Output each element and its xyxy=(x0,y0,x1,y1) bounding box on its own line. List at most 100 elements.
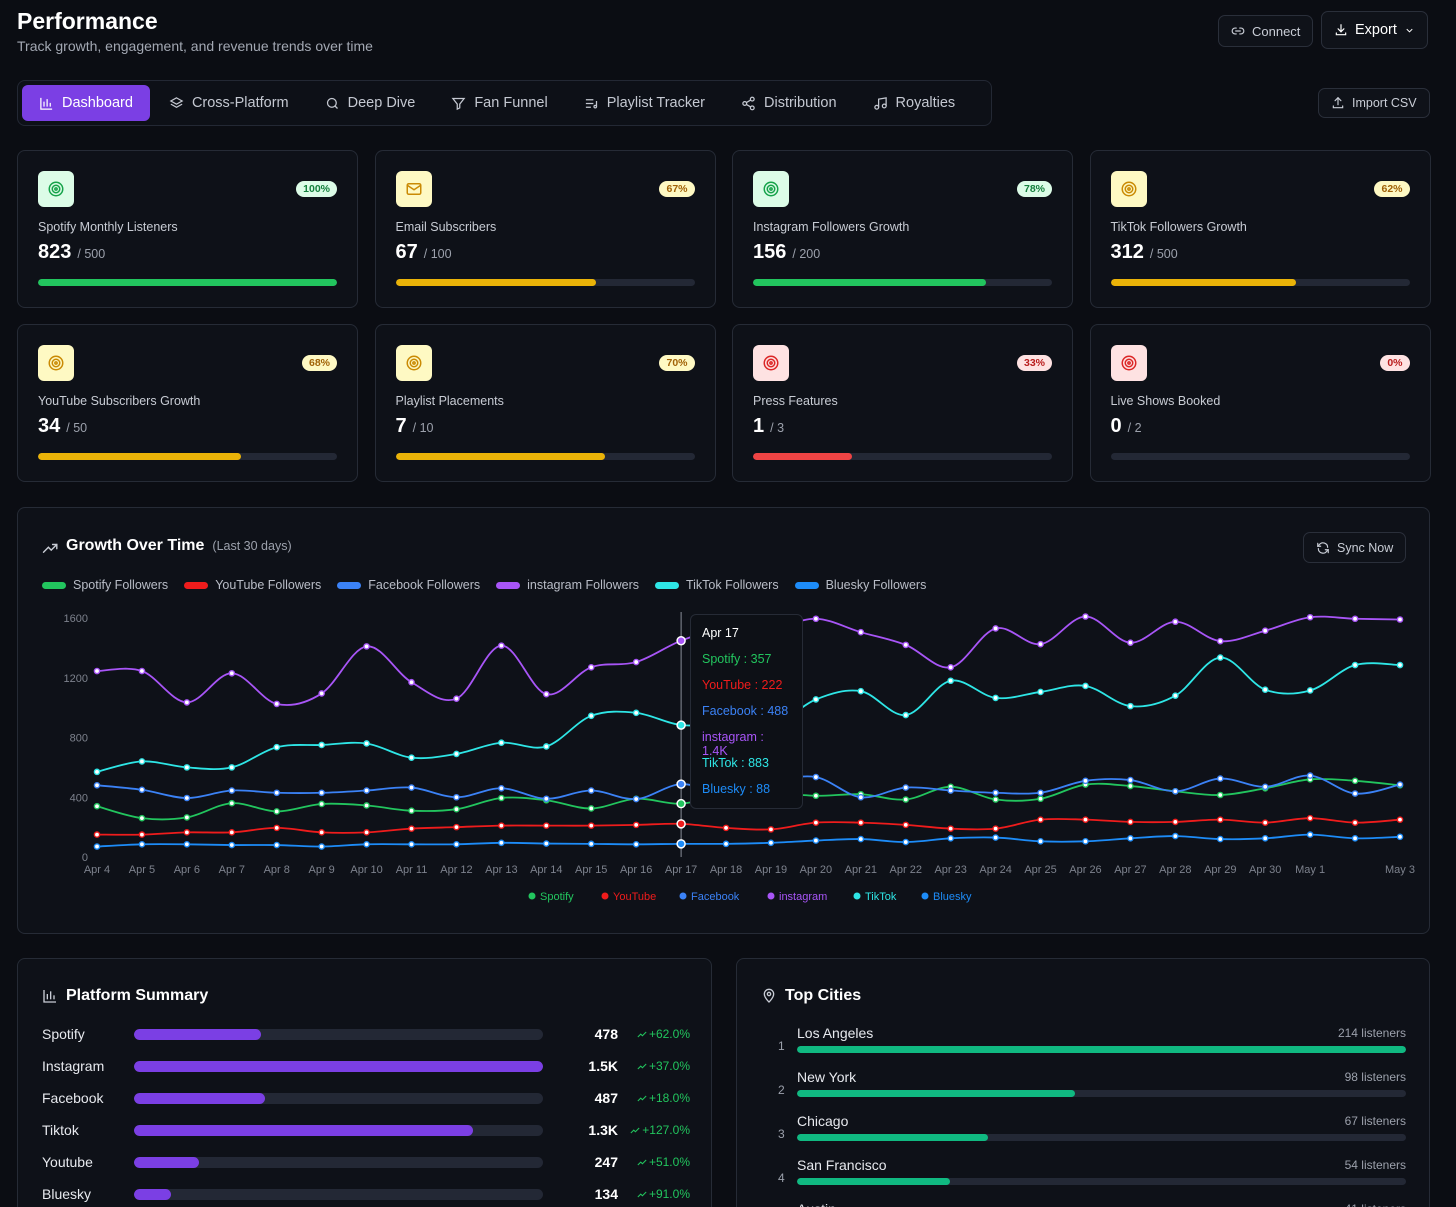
data-point[interactable] xyxy=(992,789,999,797)
data-point[interactable] xyxy=(498,794,505,802)
data-point[interactable] xyxy=(1396,661,1404,669)
tab-royalties[interactable]: Royalties xyxy=(856,85,973,121)
data-point[interactable] xyxy=(363,787,370,794)
data-point[interactable] xyxy=(543,743,550,750)
bottom-legend-item[interactable]: Spotify xyxy=(528,891,575,903)
data-point[interactable] xyxy=(318,741,325,749)
data-point[interactable] xyxy=(318,843,325,850)
data-point[interactable] xyxy=(273,789,281,797)
series-line-youtube[interactable] xyxy=(96,817,1401,836)
data-point[interactable] xyxy=(902,838,910,846)
data-point[interactable] xyxy=(1351,790,1359,797)
data-point[interactable] xyxy=(947,787,954,794)
data-point[interactable] xyxy=(228,764,236,771)
data-point[interactable] xyxy=(587,787,595,794)
data-point[interactable] xyxy=(498,739,505,747)
data-point[interactable] xyxy=(228,787,236,794)
data-point[interactable] xyxy=(857,819,865,826)
data-point[interactable] xyxy=(992,834,999,841)
data-point[interactable] xyxy=(1216,816,1224,823)
data-point[interactable] xyxy=(408,678,415,686)
data-point[interactable] xyxy=(1216,654,1224,661)
data-point[interactable] xyxy=(228,829,236,836)
data-point[interactable] xyxy=(632,658,640,666)
data-point[interactable] xyxy=(812,773,820,781)
data-point[interactable] xyxy=(408,825,415,832)
data-point[interactable] xyxy=(543,822,550,829)
data-point[interactable] xyxy=(498,642,505,649)
data-point[interactable] xyxy=(587,840,595,848)
data-point[interactable] xyxy=(632,709,640,717)
data-point[interactable] xyxy=(1351,661,1359,669)
data-point[interactable] xyxy=(947,825,954,832)
bottom-legend-item[interactable]: YouTube xyxy=(601,891,657,903)
data-point[interactable] xyxy=(1396,833,1404,841)
data-point[interactable] xyxy=(453,841,460,848)
growth-line-chart[interactable]: 0 400 800 1200 1600 Apr 4 Apr 5 Apr 6 Apr 7 Apr 8… xyxy=(0,0,1456,934)
data-point[interactable] xyxy=(1037,838,1044,845)
data-point[interactable] xyxy=(363,841,370,848)
data-point[interactable] xyxy=(453,793,460,801)
data-point[interactable] xyxy=(93,802,101,810)
data-point[interactable] xyxy=(857,793,865,801)
bottom-legend-item[interactable]: Facebook xyxy=(679,891,740,903)
data-point[interactable] xyxy=(1127,776,1134,784)
data-point[interactable] xyxy=(1396,781,1404,788)
data-point[interactable] xyxy=(1261,627,1269,634)
data-point[interactable] xyxy=(363,643,370,650)
data-point[interactable] xyxy=(632,821,640,829)
data-point[interactable] xyxy=(676,819,686,829)
data-point[interactable] xyxy=(1082,613,1089,620)
export-button[interactable]: Export xyxy=(1321,11,1428,49)
data-point[interactable] xyxy=(93,768,101,776)
data-point[interactable] xyxy=(138,667,146,675)
data-point[interactable] xyxy=(453,823,460,831)
data-point[interactable] xyxy=(1127,835,1134,842)
data-point[interactable] xyxy=(1037,688,1044,696)
data-point[interactable] xyxy=(183,794,191,802)
data-point[interactable] xyxy=(363,802,370,809)
data-point[interactable] xyxy=(857,628,865,636)
data-point[interactable] xyxy=(363,740,370,747)
data-point[interactable] xyxy=(273,743,281,751)
data-point[interactable] xyxy=(498,784,505,792)
data-point[interactable] xyxy=(93,667,101,675)
data-point[interactable] xyxy=(183,699,191,706)
data-point[interactable] xyxy=(228,841,236,849)
legend-item[interactable]: instagram Followers xyxy=(496,578,639,592)
data-point[interactable] xyxy=(767,839,775,847)
data-point[interactable] xyxy=(408,841,415,848)
data-point[interactable] xyxy=(947,663,954,671)
legend-item[interactable]: TikTok Followers xyxy=(654,578,779,592)
data-point[interactable] xyxy=(1082,777,1089,785)
data-point[interactable] xyxy=(1351,819,1359,826)
data-point[interactable] xyxy=(1037,640,1044,648)
data-point[interactable] xyxy=(453,695,460,702)
data-point[interactable] xyxy=(318,829,325,836)
data-point[interactable] xyxy=(632,795,640,803)
legend-item[interactable]: Facebook Followers xyxy=(337,578,480,592)
tab-distribution[interactable]: Distribution xyxy=(724,85,854,121)
data-point[interactable] xyxy=(183,764,191,771)
data-point[interactable] xyxy=(676,635,686,646)
data-point[interactable] xyxy=(1396,816,1404,823)
data-point[interactable] xyxy=(722,840,730,848)
tab-fan-funnel[interactable]: Fan Funnel xyxy=(434,85,564,121)
data-point[interactable] xyxy=(1216,835,1224,843)
connect-button[interactable]: Connect xyxy=(1218,15,1314,47)
data-point[interactable] xyxy=(632,841,640,848)
data-point[interactable] xyxy=(1351,835,1359,842)
data-point[interactable] xyxy=(587,663,595,671)
data-point[interactable] xyxy=(676,779,686,789)
data-point[interactable] xyxy=(1127,782,1134,790)
legend-item[interactable]: Spotify Followers xyxy=(42,578,168,592)
data-point[interactable] xyxy=(992,796,999,803)
data-point[interactable] xyxy=(318,789,325,797)
bottom-legend-item[interactable]: Bluesky xyxy=(921,891,973,903)
data-point[interactable] xyxy=(676,720,686,730)
data-point[interactable] xyxy=(767,826,775,833)
data-point[interactable] xyxy=(1216,637,1224,645)
data-point[interactable] xyxy=(273,824,281,832)
data-point[interactable] xyxy=(902,821,910,829)
data-point[interactable] xyxy=(318,800,325,808)
